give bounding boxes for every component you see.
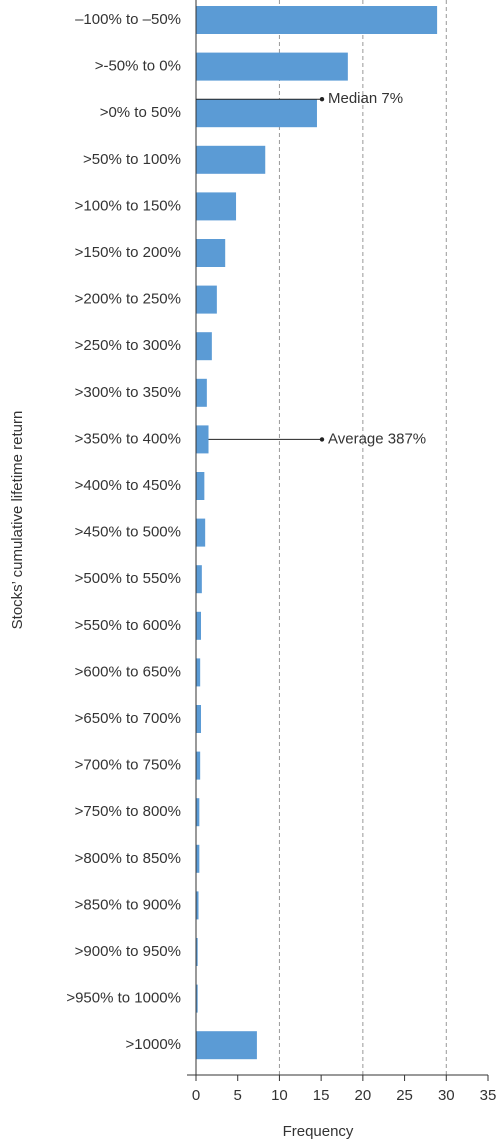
bar: [196, 798, 200, 827]
bar: [196, 332, 212, 361]
y-tick-label: >200% to 250%: [75, 291, 181, 308]
bar: [196, 658, 201, 687]
y-tick-label: >1000%: [126, 1036, 181, 1053]
y-tick-label: >300% to 350%: [75, 384, 181, 401]
bar: [196, 938, 198, 966]
y-tick-label: >50% to 100%: [83, 151, 181, 168]
bar: [196, 425, 209, 454]
y-tick-label: >500% to 550%: [75, 570, 181, 587]
annotation: Average 387%: [328, 430, 426, 447]
bar: [196, 378, 207, 407]
y-tick-label: >650% to 700%: [75, 710, 181, 727]
y-tick-label: >850% to 900%: [75, 896, 181, 913]
y-tick-label: >150% to 200%: [75, 244, 181, 261]
annotation: Median 7%: [328, 90, 403, 107]
y-tick-label: >900% to 950%: [75, 943, 181, 960]
bar: [196, 751, 201, 780]
bar: [196, 192, 237, 221]
y-tick-label: >100% to 150%: [75, 197, 181, 214]
y-tick-label: >350% to 400%: [75, 430, 181, 447]
bar: [196, 472, 205, 500]
bar: [196, 518, 206, 547]
y-tick-label: >750% to 800%: [75, 803, 181, 820]
bar: [196, 891, 199, 920]
x-tick-label: 0: [192, 1087, 200, 1104]
bar: [196, 844, 200, 873]
x-tick-label: 5: [234, 1087, 242, 1104]
bar: [196, 285, 217, 314]
x-tick-label: 30: [438, 1087, 455, 1104]
y-tick-label: >700% to 750%: [75, 757, 181, 774]
bar: [196, 565, 202, 594]
x-tick-label: 10: [271, 1087, 288, 1104]
y-tick-label: >550% to 600%: [75, 617, 181, 634]
x-tick-label: 15: [313, 1087, 330, 1104]
x-tick-label: 35: [480, 1087, 497, 1104]
y-tick-label: >450% to 500%: [75, 524, 181, 541]
bar: [196, 52, 348, 81]
bar: [196, 611, 202, 640]
y-tick-label: >0% to 50%: [100, 104, 181, 121]
y-tick-label: –100% to –50%: [75, 11, 181, 28]
bar: [196, 239, 226, 267]
y-axis-label: Stocks’ cumulative lifetime return: [9, 411, 26, 630]
annotation-dot: [319, 97, 325, 102]
y-tick-label: >-50% to 0%: [95, 58, 181, 75]
bar: [196, 705, 202, 733]
bar: [196, 145, 266, 174]
bar: [196, 99, 317, 128]
bar: [196, 1031, 257, 1060]
y-tick-label: >950% to 1000%: [66, 990, 181, 1007]
x-tick-label: 25: [396, 1087, 413, 1104]
y-tick-label: >800% to 850%: [75, 850, 181, 867]
x-tick-label: 20: [355, 1087, 372, 1104]
x-axis-label: Frequency: [283, 1123, 354, 1140]
y-tick-label: >600% to 650%: [75, 663, 181, 680]
annotation-dot: [319, 437, 325, 442]
bar: [196, 6, 438, 34]
y-tick-label: >250% to 300%: [75, 337, 181, 354]
bar: [196, 984, 198, 1013]
y-tick-label: >400% to 450%: [75, 477, 181, 494]
